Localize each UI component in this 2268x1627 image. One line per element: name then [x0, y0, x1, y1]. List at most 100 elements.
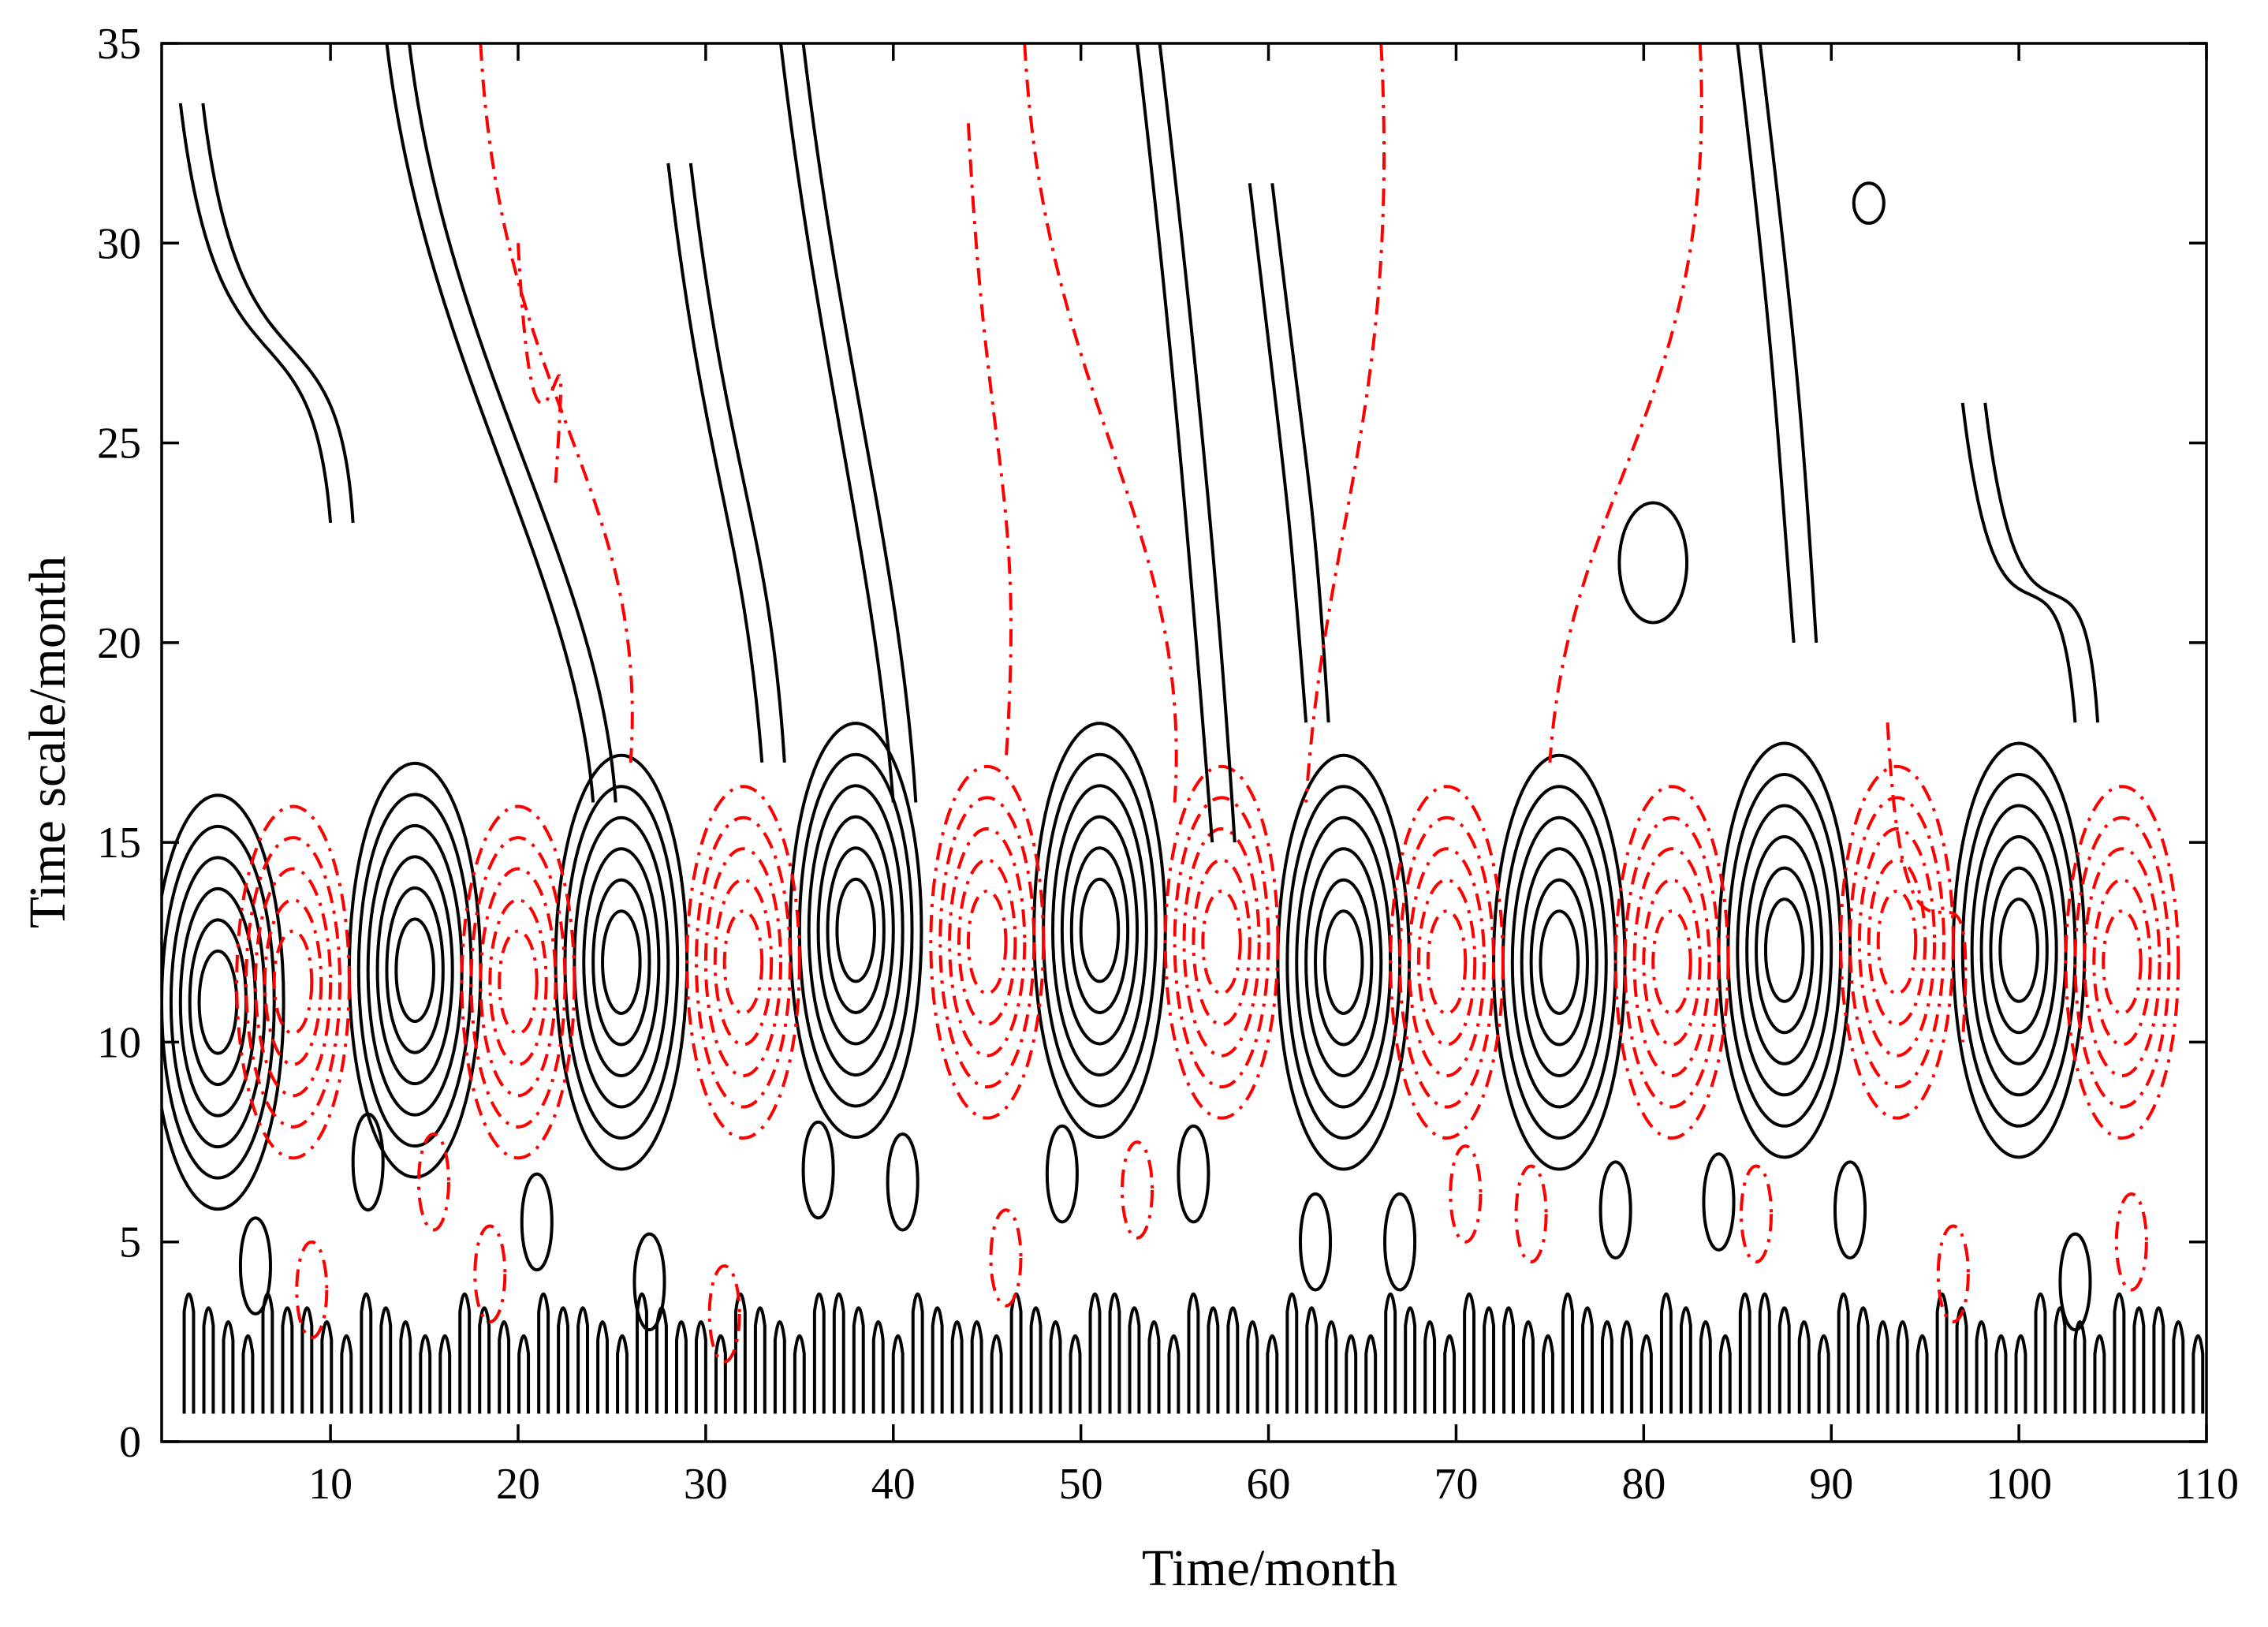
- x-tick-label: 20: [496, 1460, 540, 1509]
- y-tick-label: 20: [97, 619, 141, 668]
- fine-scale-contour: [871, 1320, 885, 1414]
- fine-scale-contour: [202, 1306, 215, 1414]
- fine-scale-contour: [458, 1292, 472, 1414]
- fine-scale-contour: [1305, 1306, 1319, 1414]
- x-tick-label: 90: [1809, 1460, 1853, 1509]
- x-tick-label: 50: [1059, 1460, 1103, 1509]
- fine-scale-contour: [1561, 1292, 1574, 1414]
- positive-contour: [238, 1216, 272, 1315]
- fine-scale-contour: [1502, 1306, 1515, 1414]
- fine-scale-contour: [340, 1334, 353, 1414]
- negative-contour: [1740, 1164, 1774, 1264]
- positive-contour: [408, 43, 617, 803]
- positive-contour: [666, 162, 764, 763]
- negative-contour: [1623, 815, 1721, 1109]
- fine-scale-contour: [1738, 1292, 1751, 1414]
- fine-scale-contour: [1384, 1292, 1397, 1414]
- fine-scale-contour: [1542, 1334, 1554, 1414]
- negative-contour: [685, 785, 801, 1140]
- positive-contour: [688, 162, 786, 763]
- positive-contour: [1617, 501, 1689, 625]
- positive-contour: [385, 886, 445, 1054]
- positive-contour: [1136, 43, 1214, 843]
- positive-contour: [1079, 877, 1121, 983]
- fine-scale-contour: [1600, 1320, 1613, 1414]
- positive-contour: [582, 847, 661, 1077]
- fine-scale-contour: [1817, 1334, 1830, 1414]
- negative-contour: [2102, 909, 2143, 1015]
- fine-scale-contour: [1777, 1306, 1791, 1414]
- negative-contour: [244, 836, 341, 1129]
- negative-contour: [295, 1240, 329, 1340]
- positive-contour: [197, 949, 239, 1055]
- positive-contour: [886, 1132, 920, 1232]
- positive-contour: [1322, 909, 1364, 1015]
- fine-scale-contour: [2014, 1334, 2027, 1414]
- fine-scale-contour: [812, 1292, 826, 1414]
- negative-contour: [1514, 1164, 1548, 1264]
- positive-contour: [1763, 897, 1805, 1003]
- positive-contour: [632, 1232, 666, 1332]
- negative-contour: [1857, 827, 1937, 1058]
- fine-scale-contour: [2093, 1334, 2106, 1414]
- fine-scale-contour: [596, 1320, 609, 1414]
- negative-contour: [1886, 722, 1968, 1043]
- fine-scale-contour: [2034, 1292, 2047, 1414]
- fine-scale-contour: [1049, 1320, 1062, 1414]
- positive-contour: [1520, 847, 1598, 1077]
- positive-contour: [394, 917, 435, 1024]
- y-tick-label: 0: [119, 1418, 141, 1467]
- positive-contour: [788, 722, 923, 1139]
- negative-contour: [272, 929, 314, 1036]
- fine-scale-contour: [970, 1320, 983, 1414]
- x-tick-label: 10: [308, 1460, 353, 1509]
- positive-contour: [797, 752, 914, 1108]
- negative-contour: [1182, 827, 1261, 1058]
- fine-scale-contour: [950, 1320, 964, 1414]
- positive-contour: [1304, 847, 1383, 1077]
- fine-scale-contour: [1935, 1292, 1949, 1414]
- y-tick-label: 10: [97, 1018, 141, 1067]
- negative-contour: [1163, 764, 1280, 1120]
- plot-frame: [160, 42, 2208, 1443]
- negative-contour: [966, 123, 1013, 763]
- x-tick-label: 110: [2174, 1460, 2239, 1509]
- fine-scale-contour: [399, 1320, 412, 1414]
- negative-contour: [1192, 858, 1252, 1027]
- positive-contour: [1983, 402, 2100, 723]
- fine-scale-contour: [1896, 1320, 1909, 1414]
- fine-scale-contour: [281, 1306, 294, 1414]
- fine-scale-contour: [852, 1306, 865, 1414]
- x-tick-label: 40: [871, 1460, 916, 1509]
- positive-contour: [573, 815, 670, 1109]
- negative-contour: [1201, 889, 1242, 995]
- fine-scale-contour: [1266, 1334, 1279, 1414]
- y-tick-label: 15: [97, 819, 141, 868]
- fine-scale-contour: [300, 1306, 314, 1414]
- positive-contour: [1702, 1152, 1736, 1252]
- positive-contour: [356, 793, 473, 1148]
- fine-scale-contour: [438, 1334, 452, 1414]
- positive-contour: [1758, 43, 1819, 643]
- fine-scale-contour: [1246, 1320, 1259, 1414]
- positive-contour: [801, 1120, 835, 1220]
- positive-contour: [1295, 815, 1393, 1109]
- positive-contour: [1510, 815, 1608, 1109]
- positive-contour: [1970, 804, 2068, 1097]
- fine-scale-contour: [1522, 1320, 1535, 1414]
- positive-contour: [801, 43, 918, 803]
- positive-contour: [1298, 1192, 1333, 1292]
- fine-scale-contour: [616, 1334, 629, 1414]
- fine-scale-contour: [2192, 1334, 2205, 1414]
- negative-contour: [235, 804, 351, 1160]
- positive-contour: [1069, 846, 1130, 1014]
- negative-contour: [479, 867, 558, 1098]
- negative-contour: [2083, 847, 2162, 1077]
- fine-scale-contour: [1915, 1334, 1929, 1414]
- negative-contour: [1023, 43, 1178, 803]
- positive-contour: [1736, 804, 1833, 1097]
- contour-lines: [162, 43, 2205, 1414]
- fine-scale-contour: [1009, 1292, 1023, 1414]
- positive-contour: [1598, 1160, 1632, 1259]
- positive-contour: [1998, 897, 2039, 1003]
